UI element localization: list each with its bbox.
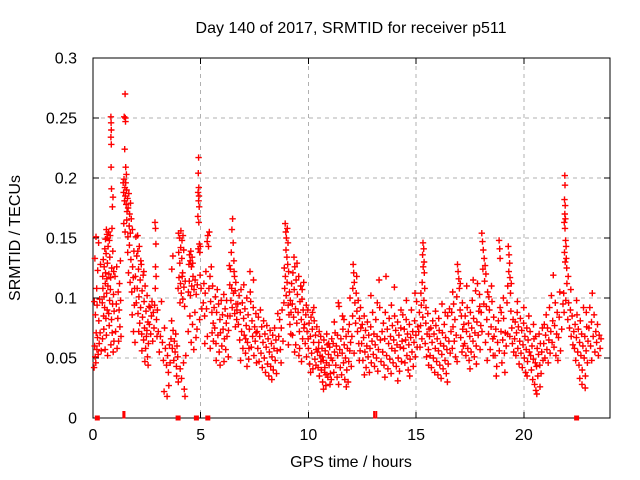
- zero-marker-square: [94, 415, 100, 421]
- y-tick-label: 0.1: [55, 291, 77, 308]
- x-axis-label: GPS time / hours: [290, 454, 412, 471]
- zero-marker-bar: [373, 411, 376, 419]
- y-tick-label: 0: [68, 411, 77, 428]
- x-tick-label: 10: [300, 427, 318, 444]
- zero-marker-square: [205, 415, 211, 421]
- zero-marker-square: [175, 415, 181, 421]
- zero-marker-square: [193, 415, 199, 421]
- scatter-points: [90, 90, 605, 400]
- x-tick-label: 15: [407, 427, 425, 444]
- y-tick-label: 0.25: [46, 111, 77, 128]
- zero-marker-square: [574, 415, 580, 421]
- chart-title: Day 140 of 2017, SRMTID for receiver p51…: [196, 20, 507, 37]
- x-tick-label: 20: [515, 427, 533, 444]
- y-tick-label: 0.2: [55, 171, 77, 188]
- y-axis-label: SRMTID / TECUs: [7, 175, 24, 301]
- x-tick-labels: 0 5 10 15 20: [89, 427, 533, 444]
- y-tick-label: 0.3: [55, 51, 77, 68]
- x-tick-label: 5: [196, 427, 205, 444]
- zero-marker-bar: [123, 411, 126, 419]
- y-tick-label: 0.05: [46, 351, 77, 368]
- zero-value-markers: [94, 411, 580, 421]
- y-tick-labels: 0 0.05 0.1 0.15 0.2 0.25 0.3: [46, 51, 77, 428]
- x-tick-label: 0: [89, 427, 98, 444]
- zero-marker-bar: [375, 411, 378, 419]
- y-tick-label: 0.15: [46, 231, 77, 248]
- zero-marker-bar: [122, 411, 125, 419]
